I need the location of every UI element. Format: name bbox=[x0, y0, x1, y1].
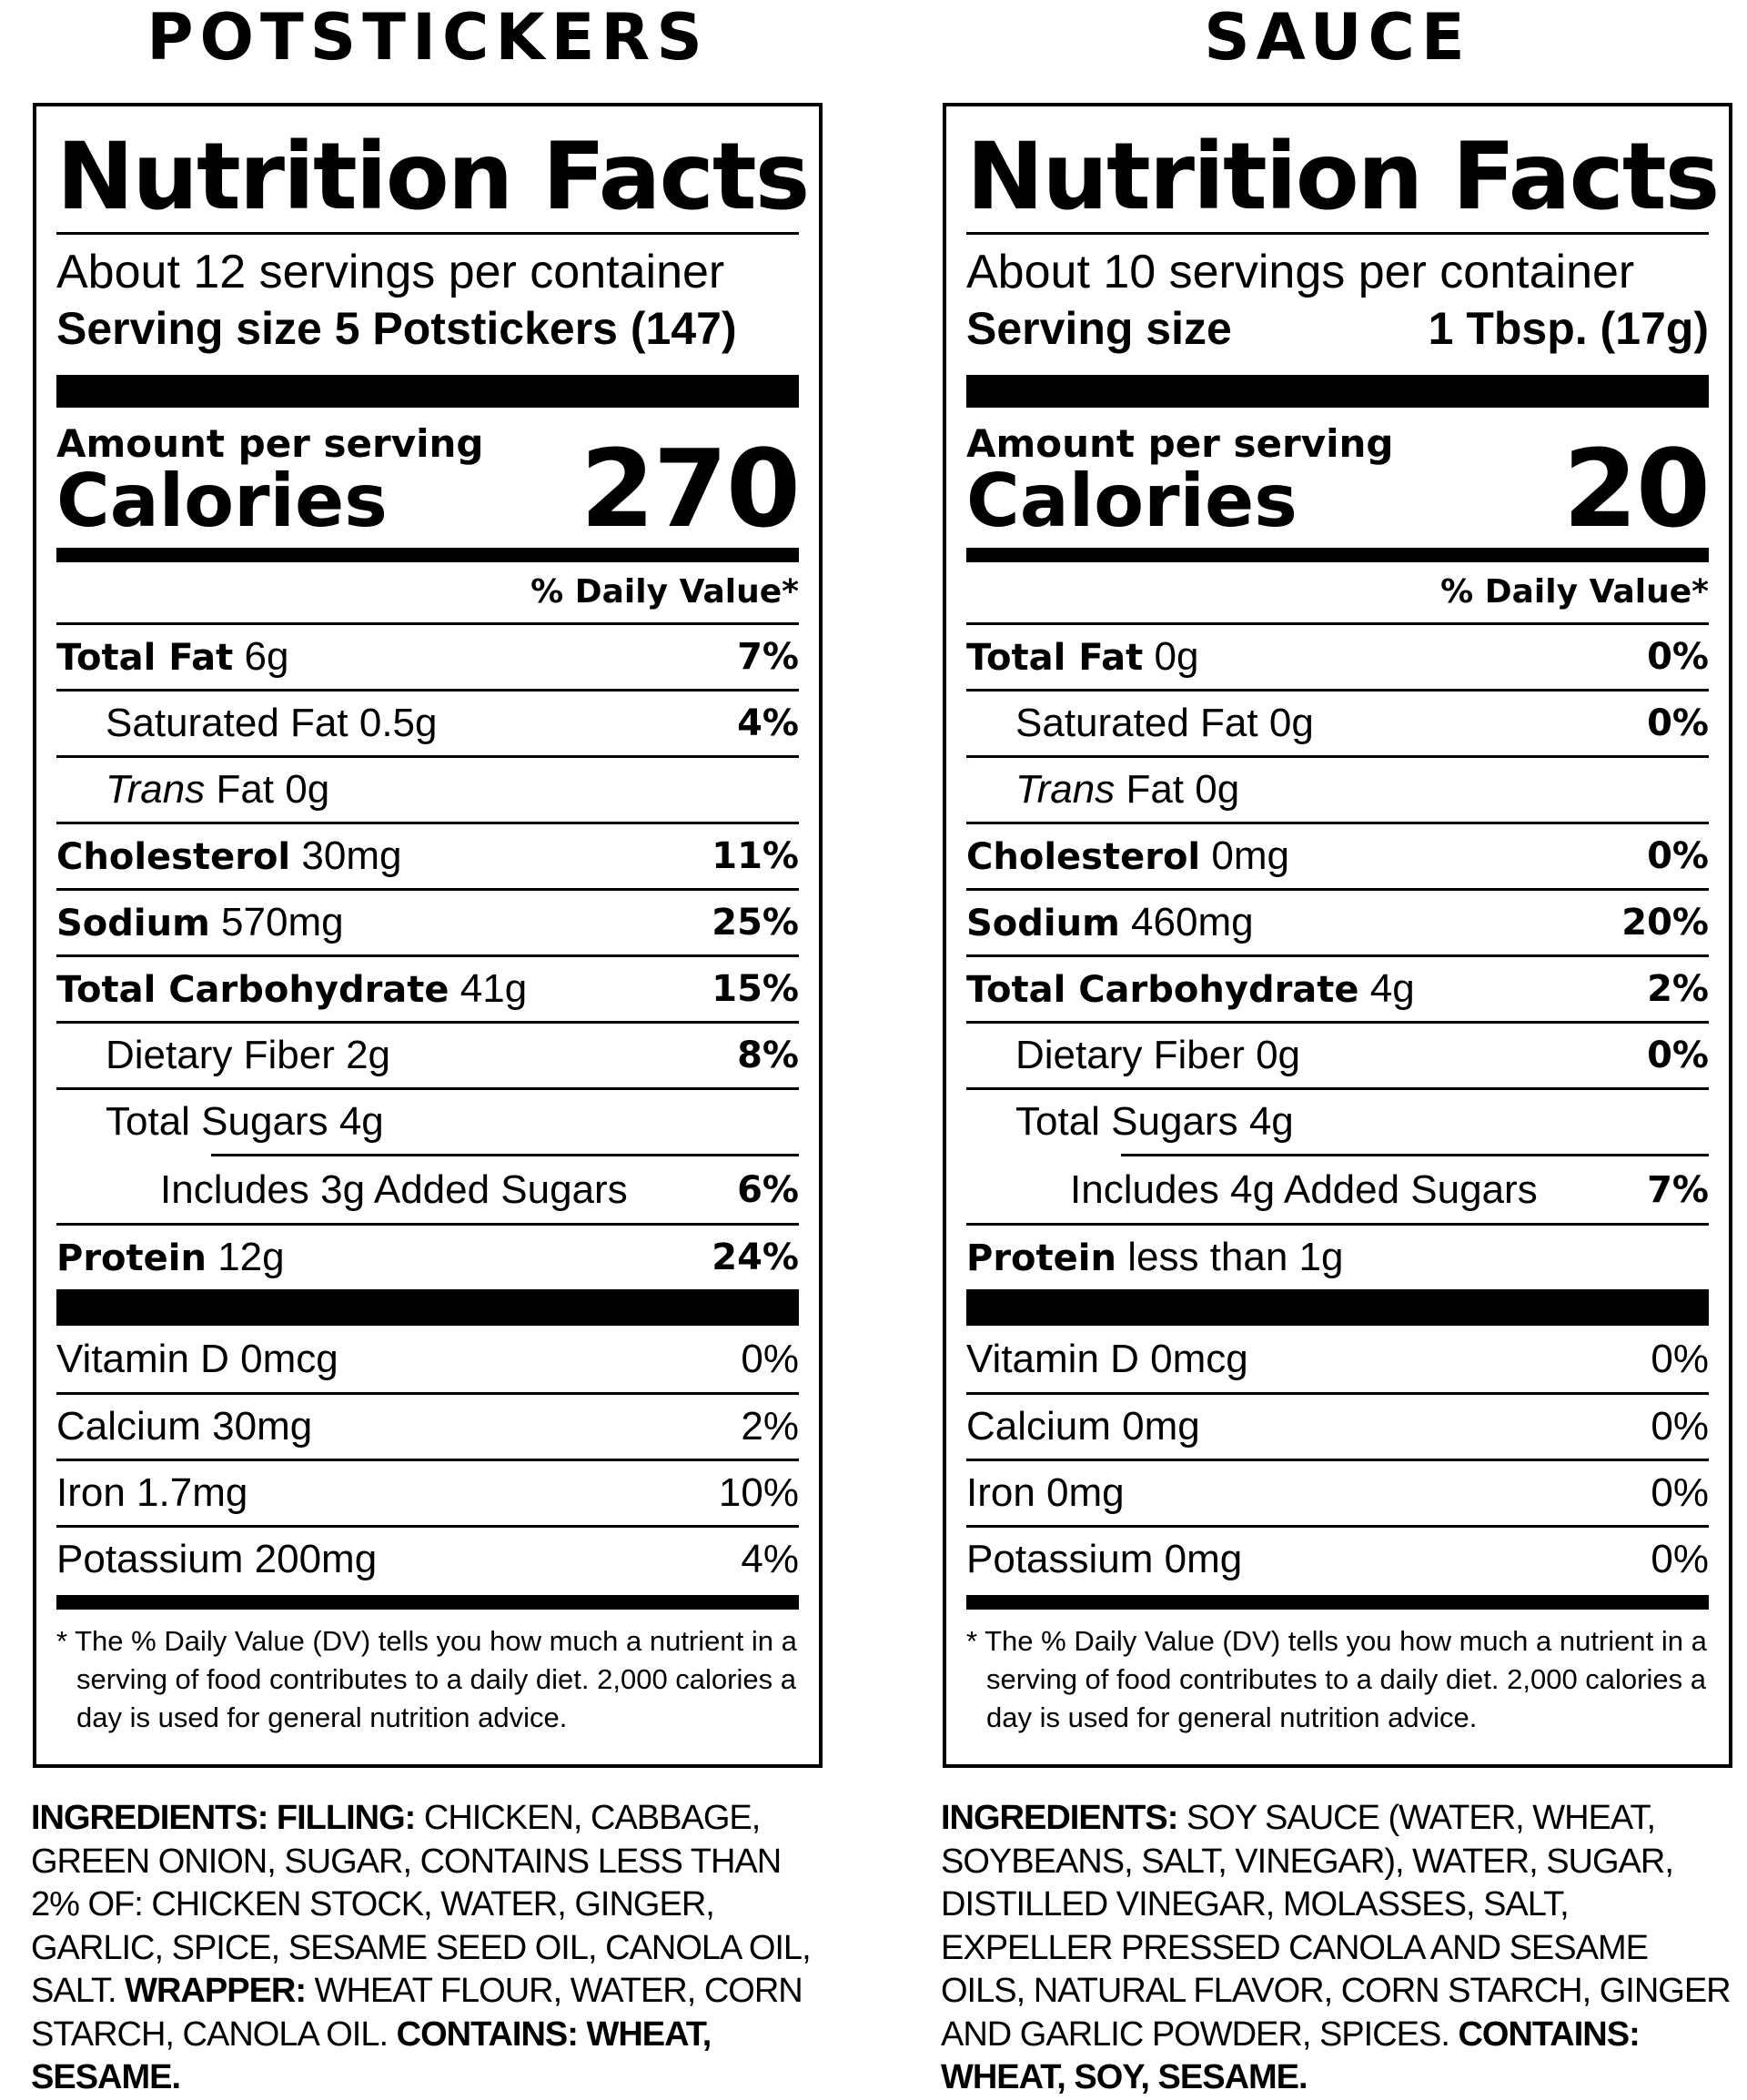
nutrient-row: Dietary Fiber 0g 0% bbox=[966, 1021, 1709, 1087]
servings-per-container: About 12 servings per container bbox=[56, 246, 725, 298]
serving-size-text: Serving size 5 Potstickers (147) bbox=[56, 303, 737, 354]
vitamin-row: Calcium 0mg 0% bbox=[966, 1392, 1709, 1459]
nutrient-row: Saturated Fat 0g 0% bbox=[966, 689, 1709, 755]
nutrient-row: Total Fat 6g 7% bbox=[56, 622, 799, 689]
calories-value: 20 bbox=[1562, 426, 1711, 551]
footnote: * The % Daily Value (DV) tells you how m… bbox=[966, 1625, 1707, 1733]
serving-size-value: 1 Tbsp. (17g) bbox=[1428, 303, 1709, 354]
footnote: * The % Daily Value (DV) tells you how m… bbox=[56, 1625, 797, 1733]
nutrient-row: Total Sugars 4g bbox=[966, 1087, 1709, 1154]
nutrient-row: Dietary Fiber 2g 8% bbox=[56, 1021, 799, 1087]
daily-value-header: % Daily Value* bbox=[1440, 573, 1709, 611]
medium-divider bbox=[56, 548, 799, 562]
nutrition-label-sauce: Nutrition Facts About 10 servings per co… bbox=[943, 103, 1732, 1768]
nutrient-row: Protein less than 1g bbox=[966, 1223, 1709, 1289]
nutrient-row: Total Carbohydrate 4g 2% bbox=[966, 954, 1709, 1021]
medium-divider bbox=[966, 1595, 1709, 1610]
thick-divider bbox=[56, 1289, 799, 1326]
vitamin-row: Vitamin D 0mcg 0% bbox=[966, 1336, 1709, 1381]
serving-size-row: Serving size 1 Tbsp. (17g) bbox=[966, 300, 1709, 357]
nutrient-row: Cholesterol 30mg 11% bbox=[56, 822, 799, 888]
calories-row: Calories 20 bbox=[966, 435, 1711, 543]
nutrition-facts-title: Nutrition Facts bbox=[966, 123, 1720, 231]
calories-value: 270 bbox=[580, 426, 801, 551]
vitamin-row: Iron 0mg 0% bbox=[966, 1459, 1709, 1525]
nutrition-label-potstickers: Nutrition Facts About 12 servings per co… bbox=[33, 103, 823, 1768]
nutrient-row: Includes 4g Added Sugars 7% bbox=[1070, 1166, 1709, 1212]
nutrient-row: Saturated Fat 0.5g 4% bbox=[56, 689, 799, 755]
calories-row: Calories 270 bbox=[56, 435, 801, 543]
nutrient-row: Trans Fat 0g bbox=[56, 755, 799, 822]
medium-divider bbox=[56, 1595, 799, 1610]
nutrient-row: Sodium 460mg 20% bbox=[966, 888, 1709, 954]
thick-divider bbox=[966, 1289, 1709, 1326]
nutrition-facts-title: Nutrition Facts bbox=[56, 123, 810, 231]
ingredients-sauce: INGREDIENTS: SOY SAUCE (WATER, WHEAT, SO… bbox=[941, 1799, 1732, 2096]
potstickers-heading: POTSTICKERS bbox=[146, 0, 709, 75]
added-sugars-divider bbox=[1121, 1154, 1709, 1156]
nutrient-row: Sodium 570mg 25% bbox=[56, 888, 799, 954]
daily-value-header: % Daily Value* bbox=[530, 573, 799, 611]
nutrient-row: Trans Fat 0g bbox=[966, 755, 1709, 822]
calories-label: Calories bbox=[966, 459, 1298, 543]
sauce-heading: SAUCE bbox=[1204, 0, 1471, 75]
vitamin-row: Potassium 200mg 4% bbox=[56, 1525, 799, 1591]
ingredients-potstickers: INGREDIENTS: FILLING: CHICKEN, CABBAGE, … bbox=[31, 1799, 812, 2096]
nutrient-row: Total Carbohydrate 41g 15% bbox=[56, 954, 799, 1021]
amount-per-serving: Amount per serving bbox=[56, 421, 484, 466]
vitamin-row: Iron 1.7mg 10% bbox=[56, 1459, 799, 1525]
nutrient-row: Includes 3g Added Sugars 6% bbox=[160, 1166, 799, 1212]
calories-label: Calories bbox=[56, 459, 388, 543]
vitamin-row: Potassium 0mg 0% bbox=[966, 1525, 1709, 1591]
serving-size-row: Serving size 5 Potstickers (147) bbox=[56, 300, 799, 357]
thick-divider bbox=[56, 375, 799, 408]
amount-per-serving: Amount per serving bbox=[966, 421, 1394, 466]
thick-divider bbox=[966, 375, 1709, 408]
vitamin-row: Vitamin D 0mcg 0% bbox=[56, 1336, 799, 1381]
servings-per-container: About 10 servings per container bbox=[966, 246, 1635, 298]
added-sugars-divider bbox=[211, 1154, 799, 1156]
divider bbox=[56, 232, 799, 235]
nutrient-row: Total Sugars 4g bbox=[56, 1087, 799, 1154]
serving-size-label: Serving size bbox=[966, 303, 1232, 354]
vitamin-row: Calcium 30mg 2% bbox=[56, 1392, 799, 1459]
nutrient-row: Total Fat 0g 0% bbox=[966, 622, 1709, 689]
nutrient-row: Protein 12g 24% bbox=[56, 1223, 799, 1289]
divider bbox=[966, 232, 1709, 235]
nutrient-row: Cholesterol 0mg 0% bbox=[966, 822, 1709, 888]
medium-divider bbox=[966, 548, 1709, 562]
